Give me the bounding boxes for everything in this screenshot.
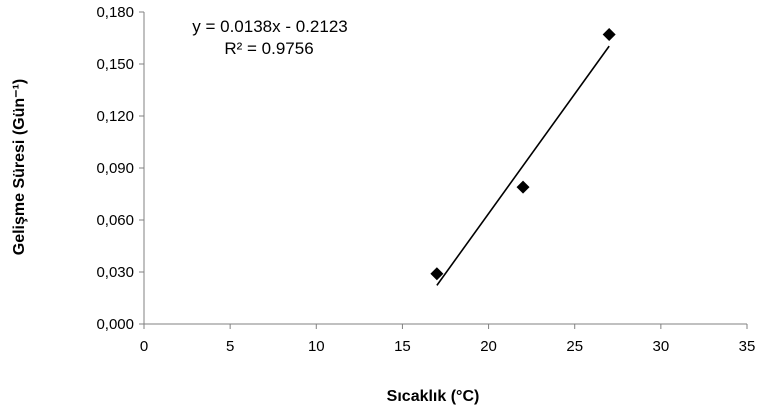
trendline-r-squared: R² = 0.9756 bbox=[224, 39, 313, 58]
plot-area: 0,000 0,030 0,060 0,090 0,120 0,150 0,180 0 5 10… bbox=[96, 4, 755, 355]
x-axis-title: Sıcaklık (°C) bbox=[387, 388, 480, 405]
y-axis-ticks: 0,000 0,030 0,060 0,090 0,120 0,150 0,180 bbox=[96, 4, 144, 333]
x-tick-label: 0 bbox=[140, 338, 148, 355]
y-tick-label: 0,000 bbox=[96, 316, 134, 333]
data-point bbox=[602, 28, 616, 42]
x-tick-label: 5 bbox=[226, 338, 234, 355]
x-tick-label: 20 bbox=[480, 338, 497, 355]
y-axis-title: Gelişme Süresi (Gün⁻¹) bbox=[11, 79, 28, 255]
trendline-equation: y = 0.0138x - 0.2123 bbox=[192, 17, 347, 36]
y-tick-label: 0,120 bbox=[96, 108, 134, 125]
x-tick-label: 10 bbox=[308, 338, 325, 355]
trendline bbox=[436, 45, 610, 286]
x-tick-label: 15 bbox=[394, 338, 411, 355]
data-point bbox=[430, 267, 444, 281]
data-points bbox=[430, 28, 616, 281]
x-tick-label: 25 bbox=[566, 338, 583, 355]
x-axis-ticks: 0 5 10 15 20 25 30 35 bbox=[140, 324, 756, 355]
x-tick-label: 35 bbox=[739, 338, 756, 355]
y-tick-label: 0,090 bbox=[96, 160, 134, 177]
y-tick-label: 0,180 bbox=[96, 4, 134, 21]
data-point bbox=[516, 180, 530, 194]
y-tick-label: 0,030 bbox=[96, 264, 134, 281]
y-tick-label: 0,060 bbox=[96, 212, 134, 229]
x-tick-label: 30 bbox=[653, 338, 670, 355]
y-tick-label: 0,150 bbox=[96, 56, 134, 73]
